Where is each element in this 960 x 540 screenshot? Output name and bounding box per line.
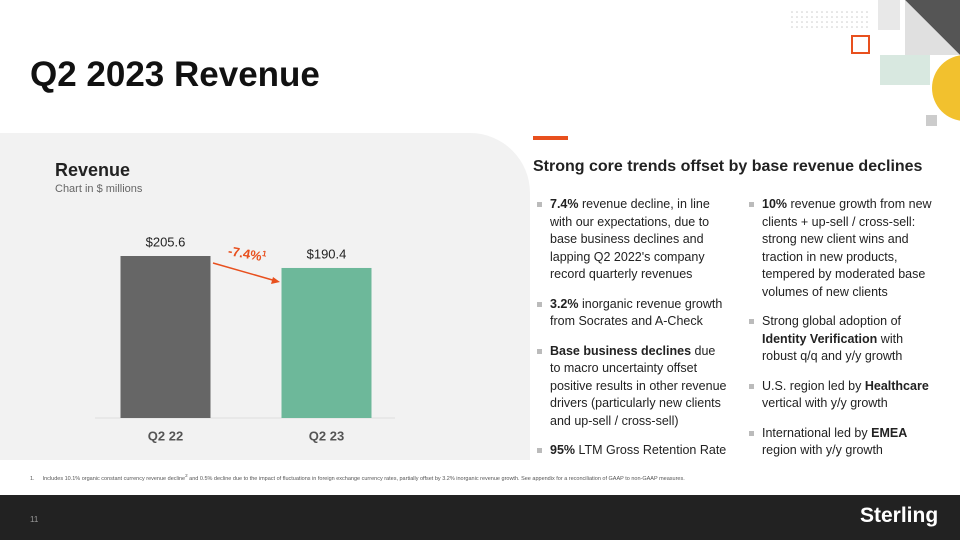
bullet-column: 10% revenue growth from new clients + up… (749, 196, 940, 472)
footnote-number: 1. (30, 475, 35, 482)
bullet: 3.2% inorganic revenue growth from Socra… (537, 296, 728, 331)
bullet-bold-text: 10% (762, 197, 788, 211)
chart-subtitle: Chart in $ millions (55, 183, 143, 195)
bullet-bold-text: Identity Verification (762, 331, 878, 346)
slide-title: Q2 2023 Revenue (30, 55, 320, 94)
bullet-bold-text: EMEA (871, 425, 908, 440)
annotation: -7.4%1 (227, 243, 268, 265)
x-tick-label: Q2 23 (309, 428, 344, 443)
bar (281, 267, 372, 418)
bullet: U.S. region led by Healthcare vertical w… (749, 378, 940, 413)
footer-bar (0, 495, 960, 540)
bullet-text: region with y/y growth (762, 443, 883, 457)
bar (120, 256, 211, 418)
bullet-bold-text: 3.2% (550, 296, 579, 311)
bullet-text: LTM Gross Retention Rate (575, 443, 727, 457)
footnote: 1. Includes 10.1% organic constant curren… (30, 473, 685, 482)
logo: Sterling (860, 504, 939, 527)
bullet-bold-text: 95% (550, 443, 576, 457)
x-tick-label: Q2 22 (148, 428, 183, 443)
bullet: Strong global adoption of Identity Verif… (749, 313, 940, 366)
value-label: $205.6 (146, 234, 186, 249)
bullet-bold-text: 7.4% (550, 197, 579, 211)
bullet: 95% LTM Gross Retention Rate (537, 442, 728, 460)
footnote-sup: 2 (185, 473, 188, 478)
decoration (533, 0, 960, 140)
bullet-bold-text: Healthcare (864, 378, 929, 393)
annotation-text: -7.4% (227, 244, 263, 265)
chart-title: Revenue (55, 160, 131, 180)
annotation-arrowhead (271, 277, 280, 284)
bullet: Base business declines due to macro unce… (537, 343, 728, 431)
value-label: $190.4 (307, 246, 347, 261)
chart: $205.6 Q2 22 $190.4 Q2 23 -7.4%1 (95, 234, 395, 443)
bullet-text: revenue growth from new clients + up-sel… (762, 197, 932, 299)
panel-bg (0, 133, 530, 460)
bullet-text: International led by (762, 425, 872, 440)
panel-heading: Strong core trends offset by base revenu… (533, 158, 923, 175)
bullet-text: vertical with y/y growth (762, 396, 888, 410)
bullet-text: inorganic revenue growth from Socrates a… (550, 296, 723, 329)
bullet-text: due to macro uncertainty offset positive… (550, 343, 727, 428)
bullet-bold-text: Base business declines (550, 343, 692, 358)
bullet-column: 7.4% revenue decline, in line with our e… (537, 196, 728, 472)
bullet-text: U.S. region led by (762, 378, 865, 393)
annotation-arrow (212, 262, 277, 282)
bullet: 10% revenue growth from new clients + up… (749, 196, 940, 301)
page-number: 11 (30, 515, 39, 524)
footnote-text: and 0.5% decline due to the impact of fl… (187, 475, 685, 482)
bullet-text: revenue decline, in line with our expect… (550, 197, 710, 281)
bullet: 7.4% revenue decline, in line with our e… (537, 196, 728, 284)
footnote-text: Includes 10.1% organic constant currency… (42, 475, 186, 482)
bullet-text: Strong global adoption of (762, 314, 901, 328)
annotation-footnote: 1 (261, 249, 267, 259)
bullet: International led by EMEA region with y/… (749, 425, 940, 460)
bullet-text: with robust q/q and y/y growth (762, 331, 904, 364)
